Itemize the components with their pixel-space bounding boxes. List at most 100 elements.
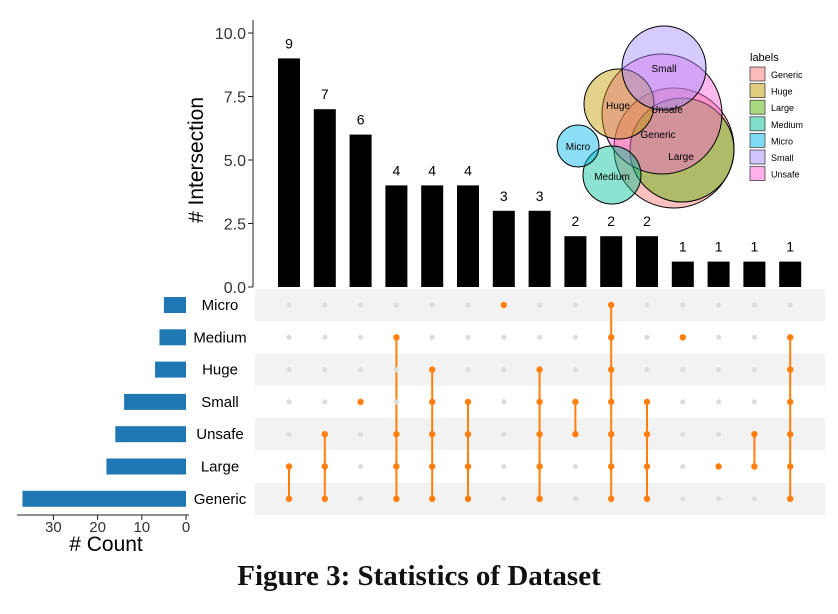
matrix-dot-inactive — [465, 302, 471, 308]
matrix-dot-inactive — [358, 302, 364, 308]
matrix-dot-inactive — [716, 334, 722, 340]
matrix-dot-inactive — [716, 367, 722, 373]
set-size-bar — [163, 297, 186, 313]
intersection-bar-label: 1 — [786, 239, 794, 255]
matrix-dot-inactive — [286, 302, 292, 308]
matrix-dot-inactive — [358, 463, 364, 470]
matrix-dot-active — [608, 398, 615, 406]
intersection-y-axis: 0.0 2.5 5.0 7.5 10.0 — [215, 20, 254, 297]
intersection-bar — [743, 261, 766, 287]
intersection-bar-label: 1 — [679, 239, 687, 255]
intersection-bar — [421, 185, 444, 287]
y-tick-label: 7.5 — [224, 90, 246, 107]
venn-circle — [629, 97, 735, 203]
matrix-dot-inactive — [716, 399, 722, 405]
matrix-dot-inactive — [393, 367, 399, 373]
matrix-dot-inactive — [465, 367, 471, 373]
set-label: Micro — [202, 297, 239, 314]
matrix-dot-inactive — [501, 463, 507, 470]
intersection-bar-label: 6 — [357, 112, 365, 128]
matrix-dot-active — [608, 301, 615, 309]
intersection-bar-label: 4 — [393, 162, 401, 178]
intersection-bar-label: 7 — [321, 86, 329, 102]
intersection-bar-label: 4 — [428, 162, 436, 178]
matrix-dot-active — [464, 431, 472, 438]
set-size-x-axis: 30 20 10 0 — [17, 514, 190, 536]
matrix-dot-active — [608, 366, 615, 373]
y-tick-label: 5.0 — [224, 153, 246, 170]
legend-label: Small — [771, 153, 794, 163]
matrix-dot-inactive — [680, 463, 686, 470]
matrix-dot-inactive — [751, 399, 758, 405]
intersection-bar — [385, 185, 408, 287]
matrix-dot-inactive — [393, 302, 399, 308]
matrix-dot-inactive — [322, 302, 328, 308]
matrix-dot-inactive — [680, 496, 686, 502]
matrix-dot-active — [536, 431, 543, 438]
matrix-dot-inactive — [358, 367, 364, 373]
legend-swatch — [749, 166, 766, 182]
intersection-bar — [528, 210, 551, 287]
matrix-dot-active — [285, 495, 293, 502]
matrix-dot-inactive — [537, 302, 543, 308]
matrix-dot-inactive — [537, 334, 543, 340]
venn-circle — [583, 68, 655, 140]
set-size-bar — [155, 361, 186, 378]
matrix-dot-active — [787, 334, 794, 341]
matrix-dot-inactive — [572, 302, 579, 308]
venn-circle-label: Huge — [606, 101, 630, 112]
set-size-bars — [22, 297, 187, 507]
set-label: Unsafe — [196, 426, 244, 443]
x-tick-label: 10 — [133, 519, 150, 536]
matrix-dot-active — [572, 398, 579, 406]
matrix-dot-active — [464, 463, 472, 470]
legend-swatch — [749, 116, 766, 132]
matrix-dot-inactive — [358, 334, 364, 340]
venn-legend: labels Generic Huge Large Medium Micro Small U… — [749, 52, 803, 182]
venn-circle — [556, 124, 600, 168]
matrix-dot-inactive — [644, 334, 650, 340]
set-label: Medium — [193, 329, 246, 346]
x-tick-label: 0 — [182, 519, 190, 536]
membership-matrix — [285, 301, 794, 502]
y-tick-label: 0.0 — [224, 280, 246, 297]
matrix-dot-active — [608, 334, 615, 341]
matrix-dot-active — [787, 463, 794, 470]
matrix-dot-inactive — [751, 334, 758, 340]
intersection-bar — [671, 261, 694, 287]
matrix-dot-active — [536, 463, 543, 470]
matrix-dot-active — [643, 398, 651, 406]
intersection-bar-label: 3 — [500, 188, 508, 204]
intersection-bar-label: 1 — [751, 239, 759, 255]
matrix-dot-active — [643, 463, 651, 470]
venn-circle-label: Generic — [640, 130, 675, 141]
intersection-bar — [349, 134, 372, 287]
matrix-dot-active — [751, 463, 758, 470]
matrix-dot-inactive — [286, 431, 292, 437]
legend-swatch — [749, 66, 766, 82]
intersection-bar — [457, 185, 479, 287]
matrix-dot-inactive — [465, 334, 471, 340]
intersection-bars: 9 7 6 4 4 4 3 3 2 2 2 1 1 1 1 — [278, 35, 802, 288]
matrix-dot-active — [393, 495, 400, 502]
matrix-dot-inactive — [322, 334, 328, 340]
x-tick-label: 30 — [45, 519, 62, 536]
matrix-dot-inactive — [751, 367, 758, 373]
intersection-bar-label: 2 — [572, 213, 580, 229]
intersection-bar — [313, 109, 336, 287]
matrix-dot-active — [572, 431, 579, 438]
matrix-dot-active — [787, 431, 794, 438]
matrix-dot-inactive — [358, 431, 364, 437]
matrix-dot-inactive — [358, 496, 364, 502]
matrix-dot-active — [429, 495, 436, 502]
matrix-dot-active — [464, 398, 472, 406]
matrix-dot-active — [643, 431, 651, 438]
venn-circle-label: Small — [651, 64, 676, 75]
venn-circle-label: Unsafe — [651, 105, 683, 116]
x-tick-label: 20 — [89, 519, 106, 536]
matrix-dot-active — [536, 398, 543, 406]
matrix-dot-active — [643, 495, 651, 502]
matrix-dot-active — [393, 463, 400, 470]
set-size-bar — [124, 393, 186, 410]
